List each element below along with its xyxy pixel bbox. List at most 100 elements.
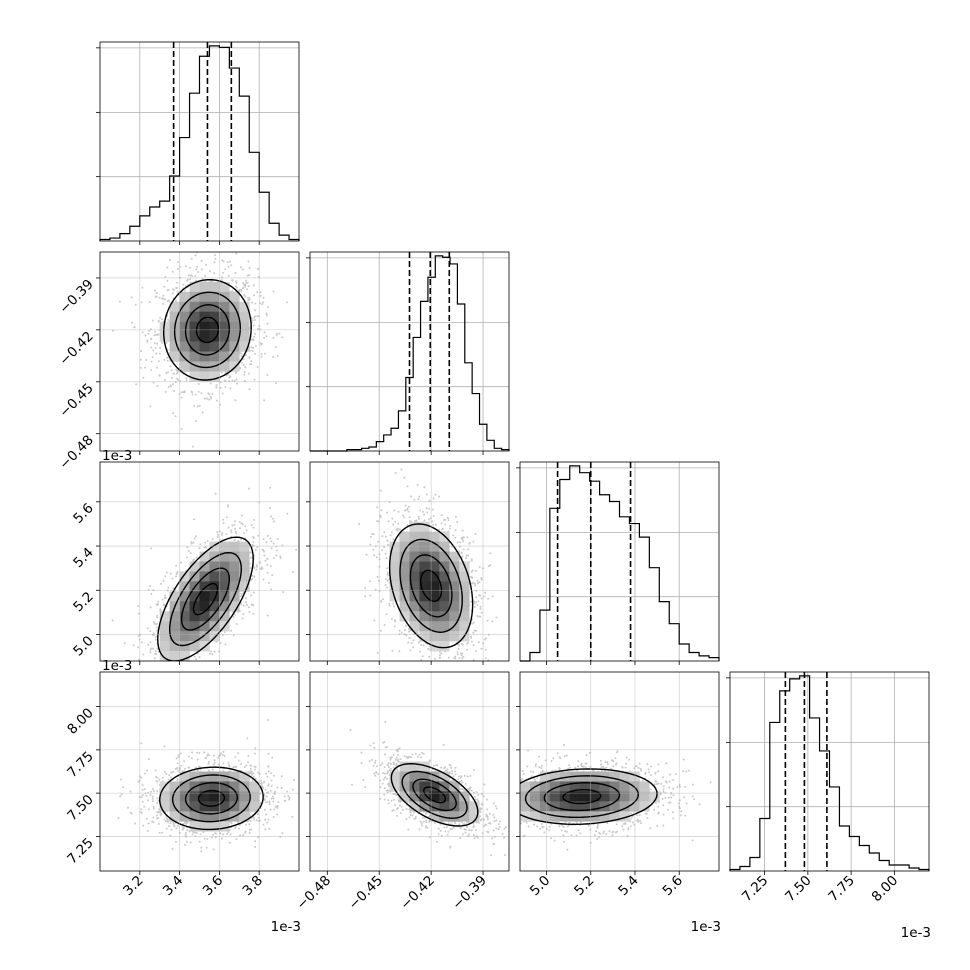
pair-1-4-density-cell (229, 791, 240, 802)
pair-1-2-contour-1 (195, 316, 220, 344)
pair-1-2-density-cell (159, 331, 170, 342)
pair-3-4-density-cell (559, 801, 571, 812)
pair-2-4-density-cell (459, 811, 470, 822)
pair-1-2-density-cell (229, 311, 240, 322)
pair-3-4-density-cell (639, 801, 650, 812)
pair-1-3-density-cell (209, 571, 220, 582)
pair-1-3-density-cell (229, 541, 240, 552)
pair-1-3-density-cell (199, 551, 210, 562)
ytick-label-3-1: 5.0 (70, 633, 97, 660)
pair-2-3-density-cell (419, 581, 430, 592)
pair-1-2-density-cell (209, 371, 220, 382)
pair-2-3-contour-3 (399, 538, 463, 633)
pair-1-2-density-cell (169, 341, 180, 352)
xtick-label-3-3: 5.4 (615, 873, 642, 900)
pair-2-3-density-cell (399, 611, 410, 622)
pair-1-2-density-cell (209, 321, 220, 332)
pair-1-2-contour-3 (173, 291, 242, 369)
pair-2-3-density-cell (419, 541, 430, 552)
pair-1-2-density-cell (239, 301, 250, 312)
ytick-label-2-3: −0.42 (56, 328, 97, 369)
pair-1-3-density-cell (169, 631, 180, 642)
pair-3-4-contour-3 (524, 775, 639, 819)
pair-1-3-contour-4 (157, 536, 254, 661)
pair-2-4-density-cell (399, 781, 410, 792)
pair-3-4-density-cell (599, 811, 610, 822)
xtick-label-1-1: 3.2 (120, 873, 147, 900)
pair-2-4-density-cell (409, 801, 420, 812)
ytick-label-4-3: 7.75 (64, 748, 97, 781)
pair-1-4-contour-3 (171, 774, 251, 823)
pair-1-4-density-cell (229, 781, 240, 792)
pair-3-4-density-cell (609, 811, 620, 822)
pair-1-2-density-cell (229, 341, 240, 352)
pair-1-4-density-cell (189, 791, 200, 802)
pair-1-3-density-cell (239, 561, 250, 572)
pair-1-2-density-cell (219, 331, 230, 342)
pair-2-3-density-cell (439, 601, 450, 612)
pair-2-3-density-cell (449, 591, 460, 602)
pair-2-3-density-cell (449, 601, 460, 612)
pair-2-3-density-cell (409, 601, 420, 612)
pair-2-4-density-cell (409, 771, 420, 782)
pair-1-3-contour-2 (180, 567, 231, 631)
pair-3-4-density-cell (619, 771, 630, 782)
histogram-2-frame (309, 251, 510, 452)
pair-2-3-density-cell (389, 561, 400, 572)
histogram-panel-2 (306, 251, 510, 452)
pair-panel-2-3 (309, 461, 510, 662)
pair-1-4-density-cell (219, 781, 230, 792)
pair-1-3-density-cell (189, 601, 200, 612)
pair-3-4-frame (519, 671, 720, 872)
pair-2-4-density-cell (449, 801, 460, 812)
pair-1-2-density-cell (199, 281, 210, 293)
ytick-label-3-3: 5.4 (70, 545, 97, 572)
pair-2-3-density-cell (399, 601, 410, 612)
pair-1-4-density-cell (179, 801, 190, 812)
pair-1-3-density-cell (159, 631, 170, 642)
pair-2-3-density-cell (409, 561, 420, 572)
pair-3-4-density-cell (529, 811, 541, 822)
pair-3-4-density-cell (609, 791, 620, 802)
pair-1-4-density-cell (179, 781, 190, 792)
pair-3-4-density-cell (639, 791, 650, 802)
pair-2-4-density-cell (429, 801, 440, 812)
pair-2-3-density-cell (399, 531, 410, 542)
pair-1-2-density-cell (199, 331, 210, 342)
pair-1-4-density-cell (199, 791, 210, 802)
pair-1-3-density-cell (159, 611, 170, 622)
pair-1-3-density-cell (169, 591, 180, 602)
pair-1-2-density-cell (209, 341, 220, 352)
pair-3-4-density-cell (549, 781, 561, 792)
pair-1-2-density-cell (239, 311, 250, 322)
pair-1-2-density-cell (189, 361, 200, 372)
pair-3-4-density-cell (579, 781, 590, 792)
pair-3-4-density-cell (629, 791, 640, 802)
pair-1-4-density-cell (179, 791, 190, 802)
pair-1-4-density-cell (199, 771, 210, 782)
ytick-label-4-2: 7.50 (64, 792, 97, 825)
pair-1-3-density-cell (189, 631, 200, 642)
pair-1-4-density-cell (249, 781, 260, 792)
pair-1-3-density-cell (179, 641, 190, 652)
pair-1-2-density-cell (169, 301, 180, 312)
pair-1-4-density-cell (199, 811, 210, 822)
pair-1-2-density-cell (179, 351, 190, 362)
pair-1-2-density-cell (189, 291, 200, 303)
pair-1-2-density-cell (229, 321, 240, 332)
pair-2-3-contour-4 (388, 523, 474, 649)
pair-1-2-density-cell (219, 351, 230, 362)
pair-1-3-contour-3 (168, 551, 242, 647)
pair-2-3-density-cell (409, 521, 420, 532)
pair-3-4-density-cell (539, 781, 551, 792)
pair-3-4-density-cell (599, 781, 610, 792)
pair-3-4-density-cell (539, 771, 551, 782)
pair-1-2-density-cell (199, 361, 210, 372)
pair-1-3-density-cell (219, 551, 230, 562)
pair-1-3-density-cell (239, 551, 250, 562)
x-offset-label-4: 1e-3 (901, 925, 931, 941)
pair-2-4-density-cell (389, 771, 400, 782)
pair-1-2-density-cell (159, 321, 170, 332)
pair-2-3-density-cell (439, 581, 450, 592)
pair-2-4-density-cell (439, 811, 450, 822)
